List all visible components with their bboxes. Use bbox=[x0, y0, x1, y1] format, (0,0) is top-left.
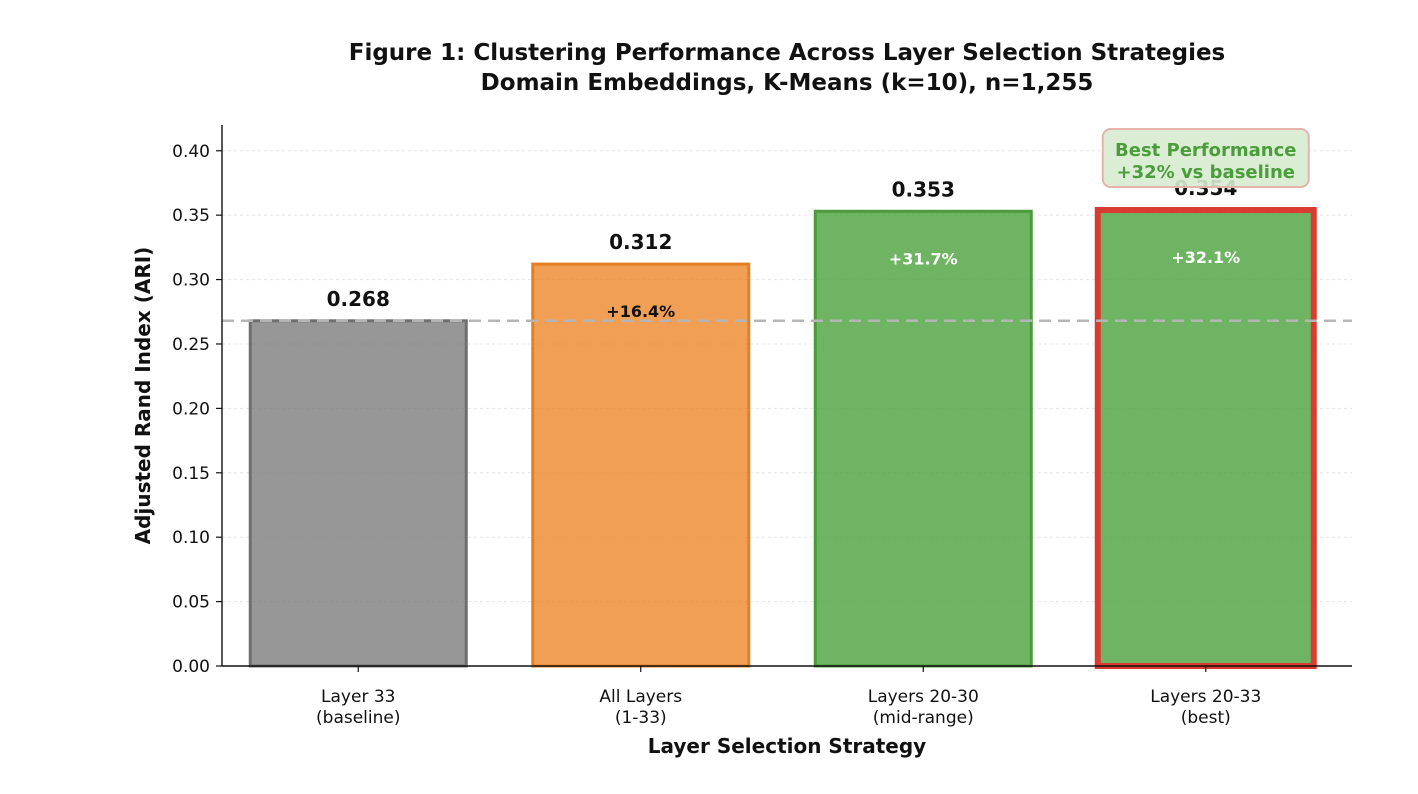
value-label: 0.353 bbox=[892, 177, 955, 201]
annotation: Best Performance+32% vs baseline bbox=[1101, 128, 1310, 188]
x-tick-label: Layers 20-33 bbox=[1150, 687, 1261, 707]
bar bbox=[248, 319, 468, 668]
x-tick-label-sub: (best) bbox=[1181, 708, 1231, 728]
chart-title: Figure 1: Clustering Performance Across … bbox=[348, 40, 1226, 66]
y-axis-title: Adjusted Rand Index (ARI) bbox=[131, 247, 155, 545]
chart-subtitle: Domain Embeddings, K-Means (k=10), n=1,2… bbox=[480, 70, 1094, 96]
value-label: 0.268 bbox=[327, 287, 390, 311]
x-tick-label-sub: (1-33) bbox=[615, 708, 667, 728]
x-tick-label: All Layers bbox=[599, 687, 682, 707]
bar bbox=[1094, 207, 1317, 669]
annotation-line2: +32% vs baseline bbox=[1117, 162, 1295, 183]
annotation-line1: Best Performance bbox=[1115, 140, 1296, 161]
bars bbox=[222, 207, 1352, 669]
x-tick-label-sub: (baseline) bbox=[316, 708, 400, 728]
y-tick-label: 0.00 bbox=[172, 657, 210, 677]
bar bbox=[813, 209, 1033, 668]
bar bbox=[531, 262, 751, 668]
y-tick-label: 0.20 bbox=[172, 399, 210, 419]
y-tick-label: 0.30 bbox=[172, 271, 210, 291]
x-axis-title: Layer Selection Strategy bbox=[648, 734, 926, 758]
y-tick-label: 0.15 bbox=[172, 464, 210, 484]
annotation-box bbox=[1101, 128, 1310, 188]
value-label: 0.312 bbox=[609, 230, 672, 254]
x-tick-label: Layers 20-30 bbox=[868, 687, 979, 707]
x-tick-label: Layer 33 bbox=[321, 687, 395, 707]
axes: 0.00 0.05 0.10 0.15 0.20 0.25 0.30 0.35 0.40 Laye… bbox=[131, 125, 1352, 758]
y-tick-label: 0.35 bbox=[172, 206, 210, 226]
improvement-label: +31.7% bbox=[889, 249, 958, 268]
improvement-label: +32.1% bbox=[1171, 248, 1240, 267]
y-tick-label: 0.10 bbox=[172, 528, 210, 548]
x-tick-label-sub: (mid-range) bbox=[873, 708, 974, 728]
y-tick-label: 0.40 bbox=[172, 142, 210, 162]
y-tick-label: 0.05 bbox=[172, 593, 210, 613]
improvement-label: +16.4% bbox=[606, 302, 675, 321]
y-tick-label: 0.25 bbox=[172, 335, 210, 355]
